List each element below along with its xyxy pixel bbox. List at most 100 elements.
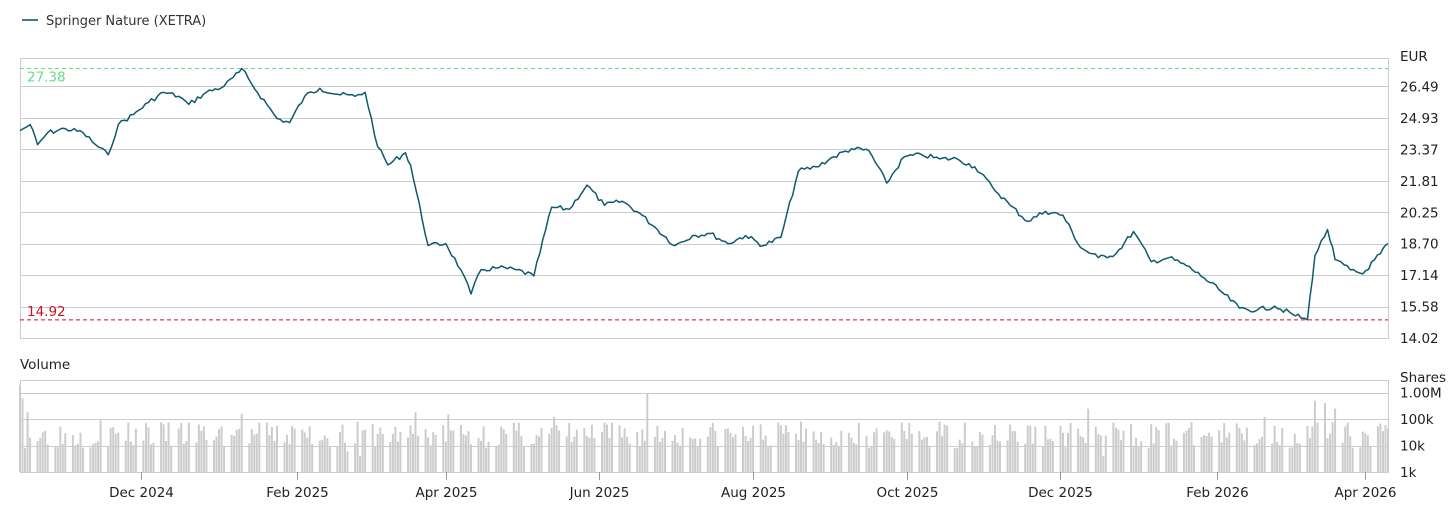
volume-bar	[840, 430, 843, 472]
volume-bar	[24, 448, 26, 472]
volume-bar	[820, 432, 823, 472]
volume-bar	[588, 437, 591, 472]
price-y-tick-label: 18.70	[1400, 237, 1439, 253]
volume-bar	[1261, 436, 1263, 472]
volume-bars[interactable]	[19, 384, 1389, 472]
volume-bar	[449, 430, 452, 472]
volume-bar	[82, 447, 84, 472]
price-y-tick-label: 15.58	[1400, 300, 1439, 316]
volume-bar	[1026, 425, 1029, 472]
volume-bar	[926, 437, 928, 472]
volume-bar	[273, 440, 276, 472]
volume-bar	[1117, 429, 1120, 472]
volume-bar	[623, 428, 626, 472]
volume-bar	[268, 435, 271, 472]
volume-bar	[621, 437, 624, 472]
volume-bar	[646, 393, 649, 472]
legend[interactable]: Springer Nature (XETRA)	[22, 14, 206, 29]
volume-bar	[359, 456, 362, 472]
volume-bar	[1308, 438, 1311, 472]
volume-bar	[311, 444, 314, 472]
volume-bar	[76, 443, 79, 472]
volume-bar	[182, 443, 185, 472]
volume-bar	[177, 428, 180, 472]
volume-bar	[1006, 440, 1009, 472]
volume-bar	[747, 441, 750, 472]
volume-bar	[641, 429, 644, 472]
volume-bar	[726, 428, 729, 472]
volume-bar	[1271, 443, 1274, 472]
high-reference-label: 27.38	[27, 69, 66, 85]
volume-bar	[994, 425, 996, 472]
volume-bar	[258, 422, 261, 472]
volume-bar	[870, 446, 873, 472]
volume-bar	[835, 442, 838, 472]
volume-bar	[124, 440, 127, 472]
volume-bar	[555, 425, 558, 472]
volume-bar	[434, 435, 437, 472]
volume-bar	[142, 440, 145, 472]
volume-bar	[505, 433, 508, 472]
volume-bar	[129, 441, 132, 472]
volume-bar	[391, 434, 394, 472]
volume-bar	[1253, 445, 1256, 472]
volume-bar	[429, 445, 432, 472]
volume-gridlines	[20, 393, 1388, 447]
volume-bar	[283, 442, 286, 472]
volume-bar	[1009, 424, 1012, 472]
volume-bar	[905, 439, 908, 472]
volume-bar	[1243, 440, 1246, 472]
volume-bar	[832, 444, 835, 472]
volume-bar	[1311, 426, 1314, 472]
x-tick-label: Apr 2025	[415, 485, 477, 501]
volume-bar	[749, 437, 752, 472]
volume-bar	[354, 443, 357, 472]
volume-bar	[961, 443, 964, 472]
price-y-tick-label: 21.81	[1400, 174, 1439, 190]
volume-bar	[1046, 439, 1049, 472]
price-y-axis: 26.49 24.93 23.37 21.81 20.25 18.70 17.14 15.58…	[1400, 79, 1439, 347]
volume-bar	[339, 432, 341, 472]
volume-bar	[147, 427, 150, 472]
volume-bar	[1276, 441, 1279, 472]
volume-bar	[1281, 428, 1284, 472]
volume-bar	[996, 440, 999, 472]
volume-bar	[379, 427, 382, 472]
volume-bar	[805, 428, 807, 472]
volume-bar	[308, 426, 311, 472]
volume-bar	[1296, 443, 1299, 472]
volume-bar	[920, 439, 923, 472]
volume-bar	[699, 438, 702, 472]
volume-bar	[1112, 422, 1115, 472]
volume-bar	[1150, 424, 1153, 472]
volume-bar	[399, 431, 402, 472]
x-tick-label: Aug 2025	[721, 485, 786, 501]
volume-bar	[412, 434, 414, 472]
volume-bar	[590, 424, 593, 472]
volume-bar	[548, 433, 551, 472]
volume-unit-label: Shares	[1400, 370, 1446, 386]
volume-bar	[99, 420, 102, 472]
volume-bar	[427, 437, 430, 472]
volume-bar	[1208, 432, 1211, 472]
volume-bar	[628, 443, 631, 472]
volume-bar	[883, 432, 886, 472]
price-panel: EUR 26.49 24.93 23.37 21.81 20.25 18.70 17.14 1…	[19, 49, 1439, 347]
volume-bar	[195, 442, 198, 472]
price-y-tick-label: 26.49	[1400, 79, 1439, 95]
price-series-line[interactable]	[19, 67, 1389, 321]
volume-bar	[374, 446, 377, 472]
volume-bar	[656, 425, 659, 472]
volume-bar	[1051, 441, 1054, 472]
volume-bar	[709, 427, 712, 472]
volume-bar	[1130, 424, 1132, 472]
volume-bar	[1165, 423, 1168, 472]
volume-bar	[1258, 439, 1261, 472]
volume-bar	[1210, 436, 1213, 472]
volume-bar	[414, 412, 417, 472]
volume-bar	[991, 435, 994, 472]
volume-bar	[1062, 432, 1064, 472]
price-y-tick-label: 17.14	[1400, 268, 1439, 284]
volume-bar	[1288, 447, 1291, 472]
volume-bar	[658, 442, 661, 472]
